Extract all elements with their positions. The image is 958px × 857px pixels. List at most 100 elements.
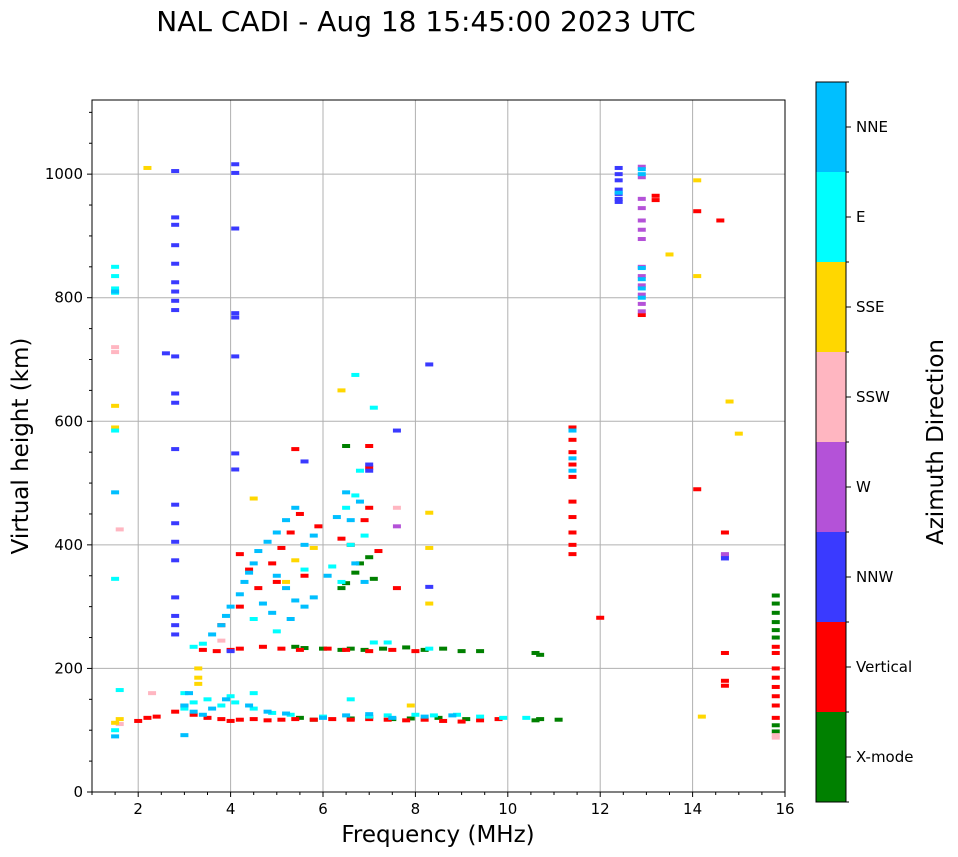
data-point-e (198, 641, 207, 646)
data-point-nne (235, 592, 244, 597)
data-point-e (111, 728, 120, 733)
data-point-nnw (231, 467, 240, 472)
data-point-nne (245, 703, 254, 708)
data-point-w (637, 206, 646, 211)
data-point-vertical (277, 545, 286, 550)
data-point-vertical (203, 715, 212, 720)
data-point-x-mode (771, 620, 780, 625)
data-point-nnw (171, 289, 180, 294)
data-point-sse (194, 666, 203, 671)
data-point-e (268, 710, 277, 715)
data-point-nnw (171, 298, 180, 303)
data-point-vertical (249, 717, 258, 722)
chart-title: NAL CADI - Aug 18 15:45:00 2023 UTC (156, 5, 695, 38)
data-point-w (637, 164, 646, 169)
y-tick-label: 800 (54, 289, 83, 307)
data-point-e (111, 576, 120, 581)
colorbar-swatch-x-mode (816, 712, 846, 802)
data-point-nne (249, 561, 258, 566)
data-point-e (328, 564, 337, 569)
data-point-e (360, 533, 369, 538)
data-point-vertical (291, 447, 300, 452)
colorbar-label-ssw: SSW (856, 388, 890, 406)
data-point-nnw (231, 354, 240, 359)
data-point-nnw (171, 222, 180, 227)
data-point-x-mode (536, 717, 545, 722)
data-point-nne (346, 518, 355, 523)
data-point-vertical (568, 530, 577, 535)
data-point-nnw (425, 584, 434, 589)
data-point-e (111, 274, 120, 279)
y-tick-label: 600 (54, 412, 83, 430)
data-point-sse (693, 178, 702, 183)
data-point-vertical (771, 715, 780, 720)
data-point-vertical (134, 718, 143, 723)
data-marks (111, 162, 780, 740)
data-point-vertical (637, 313, 646, 318)
data-point-e (355, 468, 364, 473)
data-point-vertical (568, 499, 577, 504)
data-point-e (351, 493, 360, 498)
data-point-vertical (346, 717, 355, 722)
data-point-nnw (300, 459, 309, 464)
data-point-vertical (568, 437, 577, 442)
data-point-nne (180, 733, 189, 738)
data-point-nnw (171, 595, 180, 600)
data-point-sse (337, 388, 346, 393)
data-point-e (111, 428, 120, 433)
colorbar-label-sse: SSE (856, 298, 885, 316)
data-point-vertical (568, 515, 577, 520)
data-point-x-mode (360, 647, 369, 652)
data-point-vertical (596, 615, 605, 620)
data-point-sse (111, 403, 120, 408)
data-point-nne (180, 703, 189, 708)
x-tick-label: 16 (775, 800, 794, 818)
data-point-w (392, 524, 401, 529)
data-point-x-mode (379, 646, 388, 651)
data-point-nne (282, 586, 291, 591)
data-point-vertical (235, 717, 244, 722)
data-point-nnw (614, 196, 623, 201)
data-point-e (272, 629, 281, 634)
data-point-w (637, 274, 646, 279)
data-point-vertical (457, 719, 466, 724)
data-point-w (637, 196, 646, 201)
data-point-w (637, 175, 646, 180)
data-point-nne (208, 706, 217, 711)
data-point-x-mode (771, 635, 780, 640)
data-point-vertical (258, 644, 267, 649)
data-point-vertical (189, 712, 198, 717)
data-point-vertical (143, 715, 152, 720)
data-point-nne (332, 515, 341, 520)
data-point-sse (111, 720, 120, 725)
data-point-nne (420, 714, 429, 719)
data-point-nne (637, 167, 646, 172)
data-point-e (231, 700, 240, 705)
data-point-nne (286, 617, 295, 621)
data-point-vertical (300, 573, 309, 578)
data-point-vertical (771, 650, 780, 655)
data-point-nnw (171, 558, 180, 563)
data-point-nnw (365, 468, 374, 473)
data-point-e (452, 712, 461, 717)
data-point-x-mode (300, 646, 309, 651)
data-point-nnw (231, 315, 240, 320)
data-point-vertical (171, 709, 180, 714)
data-point-vertical (568, 542, 577, 547)
data-point-e (411, 712, 420, 717)
data-point-vertical (212, 649, 221, 654)
data-point-vertical (235, 552, 244, 557)
data-point-vertical (439, 718, 448, 723)
data-point-x-mode (771, 729, 780, 734)
data-point-nne (351, 561, 360, 566)
data-point-nne (323, 573, 332, 578)
data-point-vertical (323, 646, 332, 651)
data-point-e (365, 714, 374, 719)
data-point-nnw (226, 649, 235, 654)
data-point-vertical (476, 718, 485, 723)
x-tick-label: 10 (498, 800, 517, 818)
data-point-x-mode (771, 723, 780, 728)
data-point-x-mode (342, 581, 351, 586)
data-point-nnw (425, 362, 434, 367)
data-point-x-mode (462, 717, 471, 722)
